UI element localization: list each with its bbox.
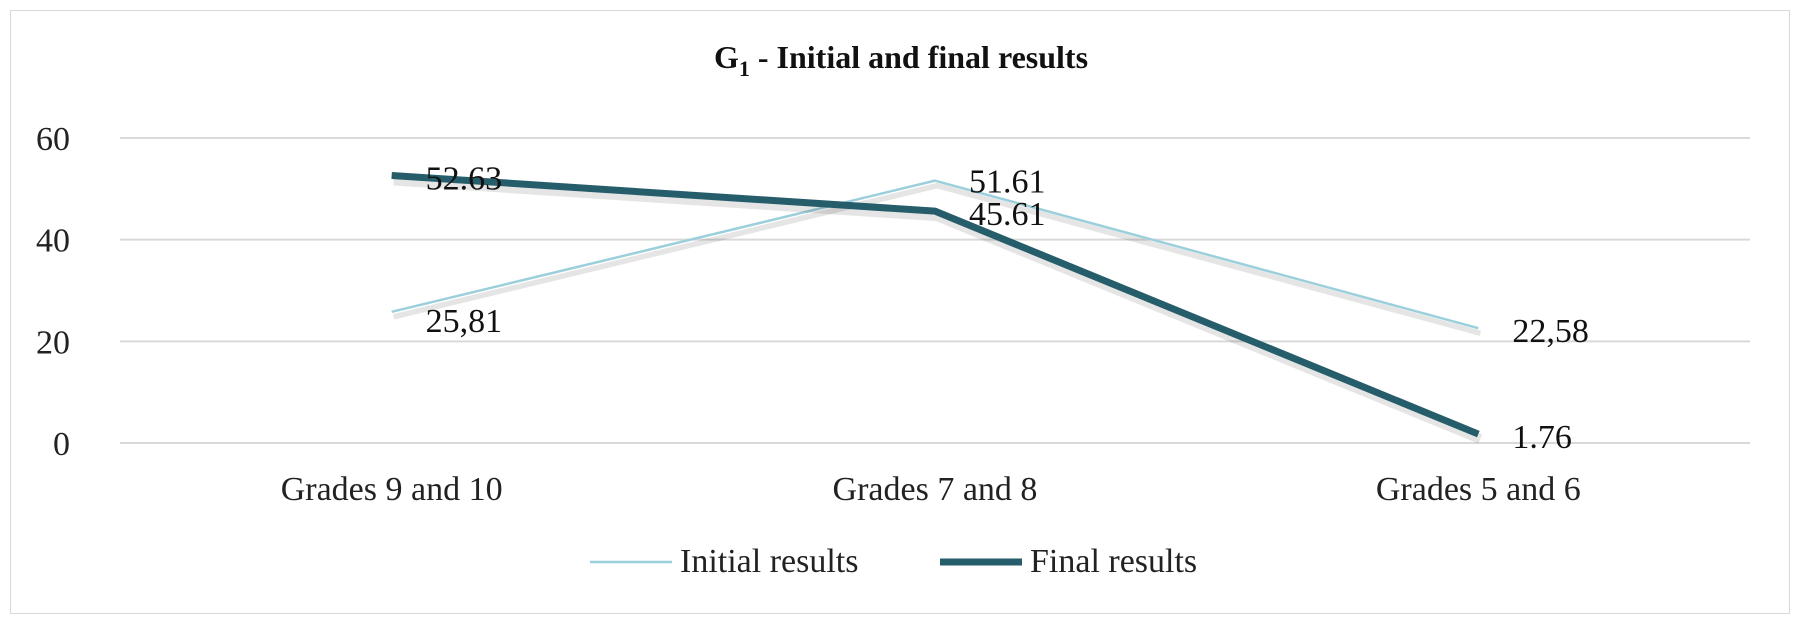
legend: Initial results Final results xyxy=(590,543,1197,580)
x-axis-ticks: Grades 9 and 10 Grades 7 and 8 Grades 5 an… xyxy=(281,471,1581,508)
chart-title-main: G xyxy=(714,39,739,75)
series-line-shadow xyxy=(393,175,1483,444)
legend-label: Initial results xyxy=(680,543,858,580)
legend-label: Final results xyxy=(1030,543,1197,580)
data-label: 25,81 xyxy=(426,303,503,340)
y-tick-label: 40 xyxy=(36,223,70,260)
gridlines xyxy=(120,137,1750,444)
y-axis-ticks: 0 20 40 60 xyxy=(36,121,70,463)
data-labels: 25,81 51.61 22,58 52.63 45.61 1.76 xyxy=(426,160,1589,456)
y-tick-label: 60 xyxy=(36,121,70,158)
series-line-shadow xyxy=(393,182,1482,336)
series-lines xyxy=(391,171,1483,444)
chart-frame xyxy=(10,10,1790,614)
data-label: 51.61 xyxy=(969,164,1046,201)
chart-title-rest: - Initial and final results xyxy=(750,39,1088,75)
series-line-initial-results xyxy=(391,179,1479,330)
chart-title: G1 - Initial and final results xyxy=(714,39,1088,81)
chart-title-subscript: 1 xyxy=(739,56,750,81)
y-tick-label: 20 xyxy=(36,324,70,361)
data-label: 52.63 xyxy=(426,160,503,197)
data-label: 22,58 xyxy=(1512,313,1589,350)
series-line-final-results xyxy=(391,171,1480,438)
data-label: 1.76 xyxy=(1512,419,1572,456)
data-label: 45.61 xyxy=(969,196,1046,233)
y-tick-label: 0 xyxy=(53,426,70,463)
x-tick-label: Grades 9 and 10 xyxy=(281,471,503,508)
x-tick-label: Grades 5 and 6 xyxy=(1376,471,1581,508)
x-tick-label: Grades 7 and 8 xyxy=(833,471,1038,508)
